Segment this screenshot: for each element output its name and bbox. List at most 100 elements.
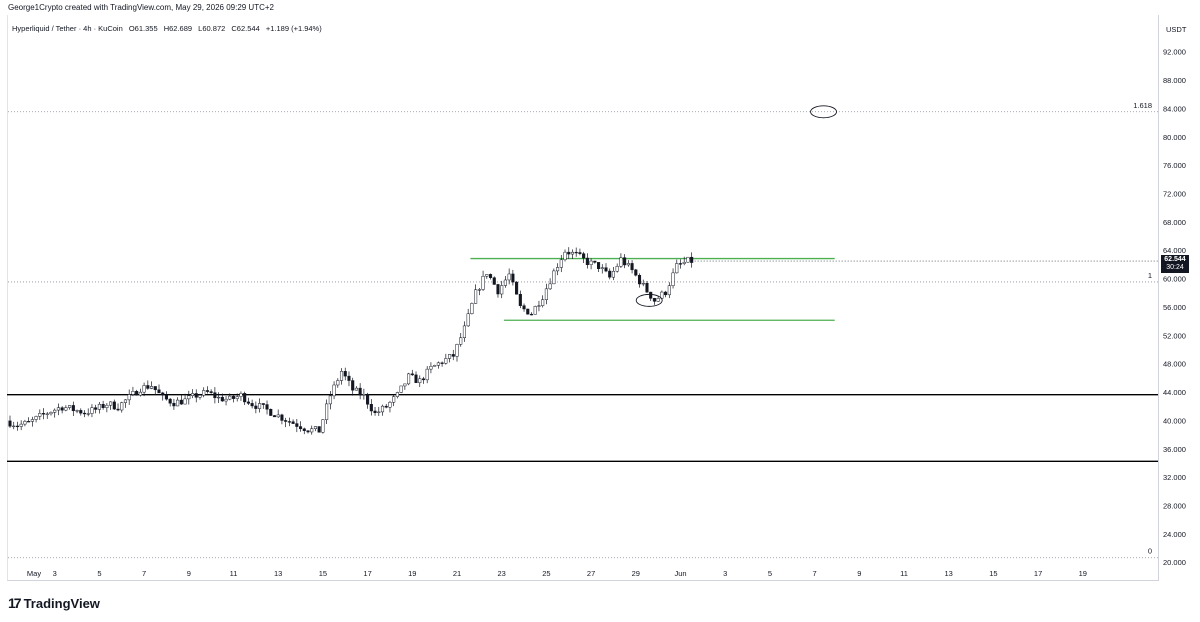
candle-body [101, 403, 105, 408]
candle-body [302, 428, 306, 431]
candle-body [485, 274, 489, 277]
candle-body [589, 260, 593, 265]
candle-body [243, 393, 247, 403]
candle-body [172, 402, 176, 407]
candle-body [608, 270, 612, 278]
candle-body [313, 426, 317, 429]
candle-body [8, 420, 12, 427]
candle-body [64, 407, 68, 411]
candle-body [448, 354, 452, 359]
ohlc-high: H62.689 [163, 24, 193, 33]
candle-body [97, 403, 101, 410]
candle-body [664, 291, 668, 296]
candle-body [440, 362, 444, 364]
candle-body [600, 267, 604, 269]
x-tick-label: 3 [723, 569, 727, 578]
fib-level-label: 1.618 [1133, 101, 1152, 110]
candle-body [112, 401, 116, 410]
x-tick-label: 5 [97, 569, 101, 578]
candle-body [86, 413, 90, 415]
candle-body [421, 378, 426, 381]
candle-body [220, 396, 224, 402]
y-tick-label: 40.000 [1163, 416, 1186, 425]
candle-body [30, 419, 34, 422]
candle-body [578, 252, 582, 254]
candle-body [481, 275, 485, 290]
candle-body [295, 423, 299, 427]
candle-body [518, 293, 522, 306]
candle-body [544, 288, 548, 300]
candle-body [261, 403, 265, 405]
candle-body [79, 410, 83, 414]
x-tick-label: 9 [187, 569, 191, 578]
candle-body [474, 289, 478, 304]
candle-body [488, 274, 493, 278]
candle-body [380, 405, 385, 413]
y-tick-label: 88.000 [1163, 76, 1186, 85]
candle-body [429, 366, 433, 370]
candle-body [656, 298, 660, 302]
y-tick-label: 76.000 [1163, 161, 1186, 170]
candle-body [615, 266, 619, 272]
y-tick-label: 72.000 [1163, 190, 1186, 199]
candle-body [15, 425, 19, 428]
x-tick-label: 7 [813, 569, 817, 578]
candle-body [433, 365, 437, 367]
candle-body [287, 421, 291, 423]
candle-body [399, 385, 403, 393]
candle-body [269, 408, 273, 416]
candle-body [414, 374, 418, 384]
y-tick-label: 64.000 [1163, 246, 1186, 255]
candle-body [228, 395, 232, 400]
bar-countdown: 30:24 [1166, 264, 1184, 272]
candle-body [682, 261, 686, 264]
candle-body [671, 272, 675, 286]
symbol-title[interactable]: Hyperliquid / Tether · 4h · KuCoin [12, 24, 123, 33]
fib-level-label: 0 [1148, 547, 1152, 556]
candle-body [358, 387, 362, 396]
candle-body [548, 283, 552, 290]
candle-body [477, 289, 481, 291]
candle-body [459, 337, 463, 345]
y-tick-label: 44.000 [1163, 388, 1186, 397]
tradingview-logo-icon: 17 [8, 595, 22, 611]
candle-body [183, 398, 187, 405]
candle-body [168, 398, 172, 404]
candle-body [436, 362, 440, 366]
candle-body [265, 404, 269, 410]
tradingview-logo[interactable]: 17 TradingView [8, 595, 100, 611]
x-tick-label: 27 [587, 569, 595, 578]
candle-body [231, 395, 236, 399]
candle-body [652, 298, 656, 302]
x-tick-label: 19 [408, 569, 416, 578]
candle-body [109, 401, 113, 406]
candle-body [142, 385, 146, 393]
candle-body [12, 425, 16, 428]
candle-body [123, 399, 128, 403]
candle-body [392, 396, 396, 403]
chart-credit: George1Crypto created with TradingView.c… [8, 3, 274, 12]
candle-body [60, 407, 64, 411]
candle-body [492, 277, 496, 285]
candle-body [339, 371, 344, 381]
candle-body [537, 305, 541, 307]
candle-body [317, 426, 321, 433]
candle-body [291, 421, 295, 424]
candle-body [202, 390, 206, 396]
candle-body [41, 413, 46, 415]
candle-body [94, 407, 98, 410]
ohlc-close: C62.544 [231, 24, 260, 33]
candle-body [630, 263, 634, 271]
candle-body [194, 393, 198, 398]
x-tick-label: 15 [989, 569, 997, 578]
candle-body [466, 313, 470, 327]
candle-body [585, 257, 589, 265]
candle-body [593, 260, 597, 263]
candle-body [395, 392, 399, 397]
candle-body [611, 270, 616, 278]
x-tick-label: 7 [142, 569, 146, 578]
candle-body [690, 256, 694, 263]
x-tick-label: 25 [542, 569, 550, 578]
ohlc-low: L60.872 [198, 24, 226, 33]
